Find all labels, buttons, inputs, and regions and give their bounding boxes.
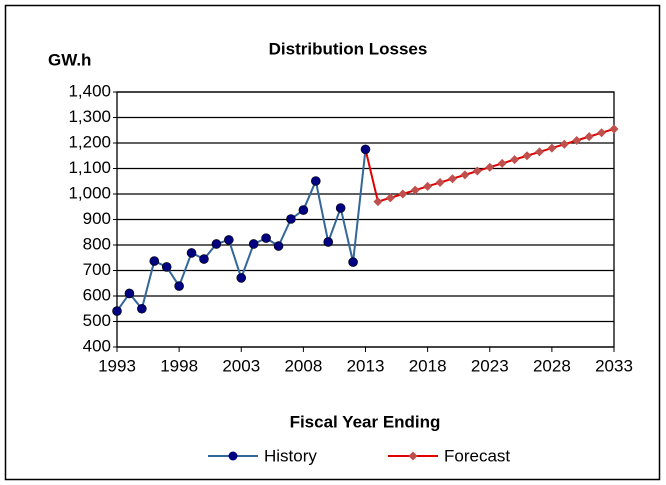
- point: [360, 144, 371, 155]
- point: [485, 162, 495, 172]
- point: [472, 166, 482, 176]
- point: [410, 185, 420, 195]
- point: [547, 143, 557, 153]
- point: [572, 135, 582, 145]
- point: [310, 176, 321, 186]
- point: [510, 155, 520, 165]
- point: [199, 254, 209, 264]
- point: [124, 288, 135, 299]
- point: [497, 158, 507, 168]
- point: [597, 128, 607, 138]
- point: [236, 273, 247, 283]
- x-tick-label: 1993: [98, 356, 136, 375]
- y-tick-label: 1,400: [68, 81, 111, 100]
- point: [373, 197, 383, 207]
- point: [273, 241, 284, 251]
- y-tick-label: 700: [83, 260, 111, 279]
- y-tick-label: 600: [83, 285, 111, 304]
- x-tick-label: 2033: [595, 356, 633, 375]
- x-tick-label: 2008: [284, 356, 322, 375]
- plot-border: [116, 91, 615, 348]
- point: [335, 203, 346, 213]
- point: [323, 237, 334, 247]
- legend-label: History: [264, 446, 317, 465]
- point: [559, 139, 569, 149]
- x-tick-label: 2013: [347, 356, 385, 375]
- x-axis-label: Fiscal Year Ending: [290, 412, 441, 431]
- chart-title: Distribution Losses: [269, 39, 428, 58]
- point: [385, 193, 395, 203]
- point: [435, 178, 445, 188]
- x-tick-label: 2003: [222, 356, 260, 375]
- point: [161, 262, 172, 272]
- y-tick-label: 800: [83, 234, 111, 253]
- point: [112, 306, 122, 316]
- point: [286, 214, 296, 224]
- y-axis-label: GW.h: [48, 50, 91, 69]
- point: [534, 147, 544, 157]
- point: [248, 239, 259, 249]
- point: [137, 303, 147, 314]
- point: [447, 174, 457, 184]
- x-tick-label: 2028: [533, 356, 571, 375]
- x-tick-label: 2018: [409, 356, 447, 375]
- point: [211, 239, 222, 249]
- point: [423, 181, 433, 191]
- point: [224, 235, 234, 245]
- x-tick-label: 2023: [471, 356, 509, 375]
- y-tick-label: 1,300: [68, 107, 111, 126]
- y-tick-label: 400: [83, 336, 111, 355]
- point: [522, 151, 532, 161]
- point: [149, 256, 160, 266]
- x-tick-label: 1998: [160, 356, 198, 375]
- point: [174, 281, 184, 291]
- point: [186, 248, 197, 258]
- point: [460, 170, 470, 180]
- legend-marker: [228, 451, 238, 461]
- y-tick-label: 500: [83, 311, 111, 330]
- point: [609, 124, 619, 134]
- y-tick-label: 900: [83, 209, 111, 228]
- y-tick-label: 1,200: [68, 132, 111, 151]
- y-tick-label: 1,100: [68, 158, 111, 177]
- point: [261, 233, 271, 243]
- legend-label: Forecast: [444, 446, 510, 465]
- point: [348, 257, 358, 267]
- point: [584, 132, 594, 142]
- point: [298, 205, 309, 215]
- point: [398, 189, 408, 199]
- y-tick-label: 1,000: [68, 183, 111, 202]
- legend-marker: [408, 451, 418, 461]
